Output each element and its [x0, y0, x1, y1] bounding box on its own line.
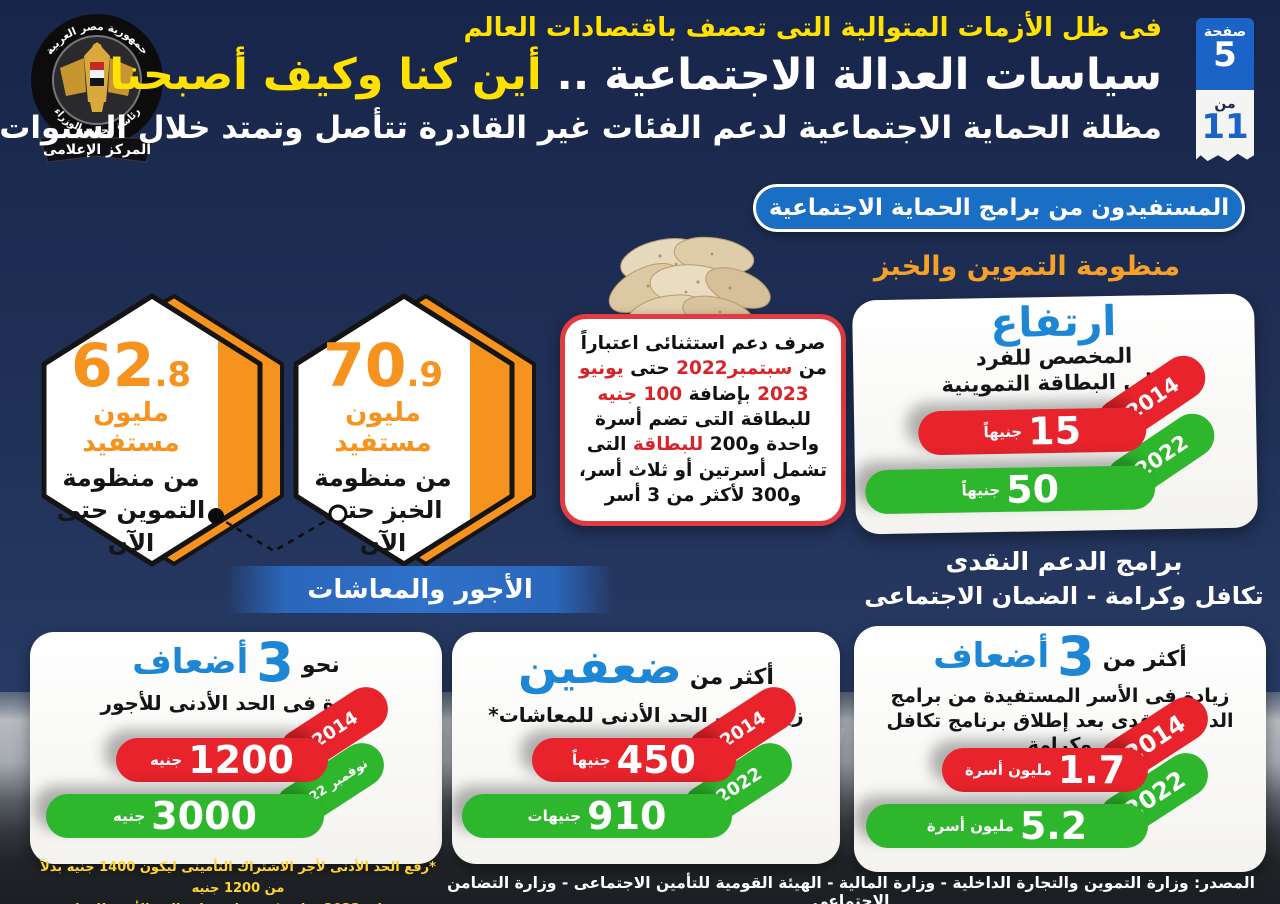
bar-unit: جنيهات: [527, 807, 582, 825]
kicker-line: فى ظل الأزمات المتوالية التى تعصف باقتصا…: [463, 13, 1163, 43]
section-title-supply-bread: منظومة التموين والخبز: [873, 251, 1181, 282]
bar-unit: مليون أسرة: [964, 761, 1052, 779]
card-ration-allocation: ارتفاع المخصص للفرد على البطاقة التمويني…: [851, 293, 1259, 535]
logo-banner-ribbon: [39, 137, 155, 163]
note-segment: حتى: [623, 358, 677, 380]
bar-value: 50: [1005, 466, 1060, 512]
bar-unit: جنيهاً: [961, 480, 1001, 500]
footnote-line2: فى يناير 2023 بما ينعكس على زيادة الحد ا…: [32, 900, 444, 904]
card-title-word: أضعاف: [933, 635, 1050, 676]
note-segment: صرف دعم استثنائى اعتباراً من: [580, 333, 827, 380]
bar-unit: جنيه: [113, 807, 146, 825]
hexagon-connector: [208, 504, 348, 553]
title-yellow-part: أين كنا وكيف أصبحنا: [109, 50, 542, 100]
card-title: نحو 3 أضعاف: [30, 631, 442, 694]
eagle-icon: [60, 42, 134, 112]
exceptional-support-note: صرف دعم استثنائى اعتباراً من سبتمبر2022 …: [560, 314, 846, 526]
source-line: المصدر: وزارة التموين والتجارة الداخلية …: [447, 874, 1255, 904]
beneficiaries-count: 62.8: [70, 331, 192, 401]
bar-value: 450: [616, 738, 696, 782]
logo-banner-text: المركز الإعلامى: [43, 142, 151, 158]
footnote-line1: *رفع الحد الأدنى لأجر الاشتراك التأمينى …: [40, 860, 436, 896]
title-white-part: سياسات العدالة الاجتماعية ..: [541, 50, 1162, 100]
page-of-label: من: [1214, 96, 1236, 112]
bar-value: 3000: [151, 794, 257, 838]
note-segment-highlight: 100 جنيه: [597, 383, 683, 405]
beneficiaries-count: 70.9: [322, 331, 444, 401]
page-label: صفحة: [1203, 24, 1247, 40]
card-minimum-pension: أكثر من ضعفين زيادة فى الحد الأدنى للمعا…: [452, 632, 840, 864]
bar-2014-pension: 2014 450 جنيهاً: [532, 678, 805, 782]
bar-2022-allocation: 2022 50 جنيهاً: [864, 405, 1223, 515]
allocation-title: ارتفاع: [990, 296, 1117, 348]
bar-unit: مليون أسرة: [926, 817, 1014, 835]
footnote: *رفع الحد الأدنى لأجر الاشتراك التأمينى …: [32, 858, 444, 904]
page-title: سياسات العدالة الاجتماعية .. أين كنا وكي…: [109, 50, 1162, 100]
bar-unit: جنيهاً: [983, 422, 1023, 442]
card-title-multiplier: 3: [1057, 625, 1095, 688]
beneficiaries-desc: من منظومة التموين حتى الآن: [56, 464, 206, 557]
bar-value: 1.7: [1057, 748, 1126, 792]
card-minimum-wage: نحو 3 أضعاف زيادة فى الحد الأدنى للأجور …: [30, 632, 442, 864]
note-segment: بإضافة: [682, 383, 758, 405]
hexagon-bread-system: 70.9 مليون مستفيد من منظومة الخبز حتى ال…: [288, 292, 536, 568]
page-total-number: 11: [1201, 107, 1249, 147]
section-title-cash-programs: برامج الدعم النقدى تكافل وكرامة - الضمان…: [858, 547, 1270, 610]
card-title-multiplier: 3: [256, 631, 294, 694]
cash-programs-line2: تكافل وكرامة - الضمان الاجتماعى: [864, 582, 1264, 610]
beneficiaries-unit: مليون مستفيد: [334, 398, 432, 458]
bar-unit: جنيهاً: [572, 751, 611, 769]
note-segment-highlight: يونيو 2023: [579, 358, 809, 405]
note-segment: للبطاقة التى تضم أسرة واحدة و200: [595, 409, 820, 456]
page-total-box: من 11: [1196, 90, 1254, 162]
bar-value: 910: [587, 794, 667, 838]
page-subtitle: مظلة الحماية الاجتماعية لدعم الفئات غير …: [0, 110, 1162, 146]
bar-unit: جنيه: [150, 751, 183, 769]
card-title-prefix: أكثر من: [1102, 646, 1187, 672]
section-title-wages-pensions: الأجور والمعاشات: [226, 566, 614, 613]
bar-2014-wage: 2014 1200 جنيه: [116, 678, 397, 782]
hexagon-supply-system: 62.8 مليون مستفيد من منظومة التموين حتى …: [36, 292, 284, 568]
note-segment-highlight: سبتمبر2022: [676, 358, 793, 380]
hexagon-content: 62.8 مليون مستفيد من منظومة التموين حتى …: [46, 336, 216, 559]
bar-value: 5.2: [1019, 804, 1088, 848]
page-current-number: 5: [1213, 35, 1237, 75]
card-title-word: ضعفين: [518, 640, 682, 694]
card-title-prefix: أكثر من: [689, 665, 774, 690]
bar-2022-pension: 2022 910 جنيهات: [462, 734, 801, 838]
bar-2014-allocation: 2014 15 جنيهاً: [917, 347, 1214, 456]
bar-value: 1200: [188, 738, 294, 782]
hexagon-content: 70.9 مليون مستفيد من منظومة الخبز حتى ال…: [298, 336, 468, 559]
card-title: أكثر من 3 أضعاف: [854, 625, 1266, 688]
note-segment: التى تشمل أسرتين أو ثلاث أسر، و300 لأكثر…: [578, 434, 828, 507]
page-indicator: صفحة 5 من 11: [1196, 18, 1254, 162]
card-cash-support-families: أكثر من 3 أضعاف زيادة فى الأسر المستفيدة…: [854, 626, 1266, 872]
beneficiaries-badge: المستفيدون من برامج الحماية الاجتماعية: [753, 184, 1245, 232]
card-title: أكثر من ضعفين: [452, 640, 840, 698]
bar-value: 15: [1027, 408, 1082, 454]
card-title-word: أضعاف: [132, 641, 249, 682]
government-media-center-logo: جمهورية مصر العربية رئاسة مجلس الوزراء ا…: [22, 10, 172, 168]
bar-2014-families: 2014 1.7 مليون أسرة: [942, 688, 1217, 792]
beneficiaries-desc: من منظومة الخبز حتى الآن: [314, 464, 452, 557]
page-current-box: صفحة 5: [1196, 18, 1254, 90]
card-title-prefix: نحو: [301, 652, 340, 678]
bar-2022-families: 2022 5.2 مليون أسرة: [866, 744, 1217, 848]
cash-programs-line1: برامج الدعم النقدى: [945, 547, 1183, 576]
note-segment-highlight: للبطاقة: [632, 434, 704, 456]
beneficiaries-unit: مليون مستفيد: [82, 398, 180, 458]
